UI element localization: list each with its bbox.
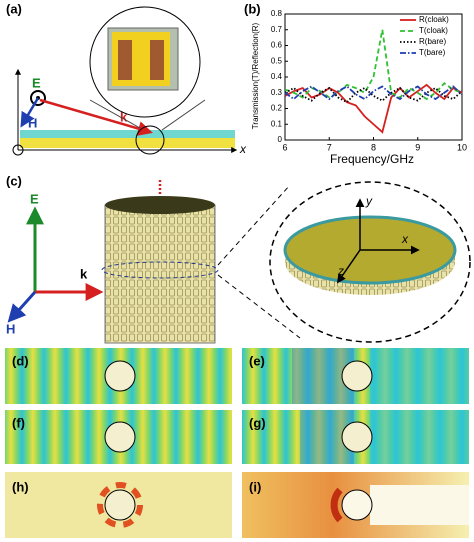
legend-label: R(cloak) [419, 15, 449, 24]
axis-label: x [239, 142, 247, 156]
y-tick-label: 0.4 [271, 72, 283, 81]
shadow-region [370, 485, 469, 525]
k-label: k [80, 266, 88, 281]
panel-a: (a) x E H k [6, 1, 247, 156]
panel-c: (c) E k H y x z [6, 173, 471, 344]
x-tick-label: 7 [327, 142, 332, 152]
h-label: H [6, 321, 15, 336]
cylinder-top [105, 196, 215, 214]
panel-label: (e) [249, 353, 265, 368]
zoom-line [89, 99, 141, 129]
k-arrow [39, 98, 153, 136]
y-tick-label: 0.6 [271, 41, 283, 50]
split-ring [150, 40, 164, 80]
cloak-circle [104, 360, 136, 392]
legend-label: T(bare) [419, 48, 446, 57]
h-arrow [20, 97, 40, 128]
axis-label: z [337, 264, 344, 278]
slab [20, 138, 235, 148]
shadow-region [370, 410, 469, 464]
bare-circle [341, 360, 373, 392]
panel-label: (a) [6, 1, 22, 16]
axis-label: y [365, 194, 373, 208]
shadow-region [370, 348, 469, 404]
legend-label: T(cloak) [419, 26, 448, 35]
power-ring [97, 482, 143, 528]
zoom-circle [135, 125, 165, 155]
x-axis-title: Frequency/GHz [330, 152, 414, 166]
y-axis-title: Transmission(T)/Reflection(R) [251, 22, 260, 129]
cloak-circle [104, 489, 136, 521]
y-tick-label: 0.2 [271, 104, 283, 113]
panel-label: (f) [12, 415, 25, 430]
origin [12, 144, 24, 156]
legend-label: R(bare) [419, 37, 446, 46]
axis-label: x [401, 232, 409, 246]
field-maps: (d) (e) (f) (g) (h) (i) [5, 348, 469, 538]
panel-label: (b) [244, 1, 261, 16]
zoom-line [161, 99, 206, 131]
panel-b: (b) Frequency/GHz Transmission(T)/Reflec… [244, 1, 467, 166]
panel-label: (d) [12, 353, 29, 368]
y-tick-label: 0.5 [271, 56, 283, 65]
e-label: E [32, 75, 41, 90]
panel-label: (c) [6, 173, 22, 188]
y-tick-label: 0.1 [271, 119, 283, 128]
series-line [284, 83, 463, 134]
x-tick-label: 9 [415, 142, 420, 152]
k-label: k [120, 109, 128, 124]
split-ring [118, 40, 132, 80]
panel-label: (g) [249, 415, 266, 430]
y-tick-label: 0.3 [271, 88, 283, 97]
z-axis [336, 249, 361, 284]
bare-circle [341, 489, 373, 521]
slice [101, 261, 219, 279]
slab-top [20, 130, 235, 138]
h-arrow [7, 291, 37, 323]
panel-label: (i) [249, 479, 261, 494]
y-tick-label: 0.8 [271, 9, 283, 18]
h-label: H [28, 115, 37, 130]
series-line [284, 85, 463, 101]
panel-label: (h) [12, 479, 29, 494]
e-label: E [30, 191, 39, 206]
e-field-symbol [30, 90, 46, 106]
bare-circle [341, 421, 373, 453]
x-tick-label: 8 [371, 142, 376, 152]
x-tick-label: 6 [282, 142, 287, 152]
x-tick-label: 10 [457, 142, 467, 152]
cloak-circle [104, 421, 136, 453]
y-tick-label: 0 [278, 135, 283, 144]
power-ring [330, 487, 343, 523]
y-tick-label: 0.7 [271, 25, 283, 34]
series-line [284, 86, 463, 104]
cylinder [104, 204, 216, 344]
